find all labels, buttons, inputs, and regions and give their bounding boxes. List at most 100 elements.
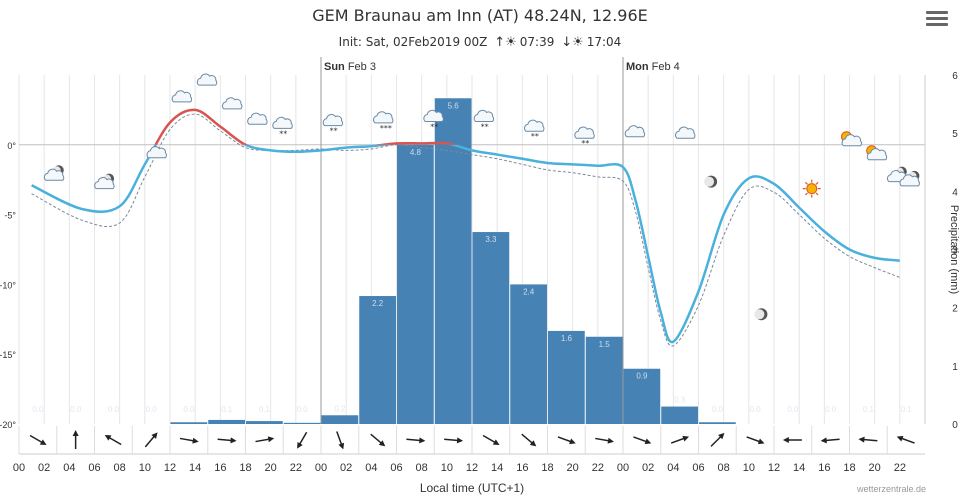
precip-label: 0.1 <box>221 405 233 414</box>
arrow-head <box>782 437 789 443</box>
sun-cloud-icon <box>866 145 888 161</box>
temp-tick-label: 0° <box>7 141 16 151</box>
wind-arrow-icon <box>297 431 308 449</box>
credit-link[interactable]: wetterzentrale.de <box>856 484 926 494</box>
precip-label: 0.0 <box>183 405 195 414</box>
x-tick-label: 10 <box>743 462 755 474</box>
precip-label: 0.0 <box>712 405 724 414</box>
wind-arrow-icon <box>444 437 464 444</box>
precip-tick-label: 4 <box>952 187 958 198</box>
cloud-icon <box>146 146 167 159</box>
cloud-shape <box>222 97 243 110</box>
x-tick-label: 18 <box>239 462 251 474</box>
chart-title: GEM Braunau am Inn (AT) 48.24N, 12.96E <box>312 6 648 25</box>
precip-bar <box>170 422 208 424</box>
snowflake: * <box>334 127 338 136</box>
snowflake: * <box>581 139 585 148</box>
wind-arrow-icon <box>179 437 199 444</box>
precip-label: 0.3 <box>674 396 686 405</box>
precip-tick-label: 1 <box>952 362 958 373</box>
x-tick-label: 00 <box>13 462 25 474</box>
x-tick-label: 02 <box>38 462 50 474</box>
arrow-head <box>682 435 690 442</box>
x-tick-label: 16 <box>818 462 830 474</box>
snowflake: * <box>434 122 438 131</box>
dewpoint-line <box>31 113 901 347</box>
sun-ray <box>815 192 819 196</box>
temperature-line-below-zero <box>31 144 900 344</box>
arrow-head <box>104 435 112 441</box>
precip-tick-label: 0 <box>952 420 958 431</box>
wind-arrow-icon <box>710 432 725 447</box>
moon-icon <box>704 175 718 188</box>
x-tick-label: 14 <box>189 462 201 474</box>
x-tick-label: 18 <box>541 462 553 474</box>
precip-bar <box>434 98 472 425</box>
cloud-shape <box>423 109 444 122</box>
precip-bar <box>472 232 510 424</box>
cloud-icon <box>171 90 193 103</box>
precip-label: 2.4 <box>523 287 535 296</box>
precip-label: 0.0 <box>787 405 799 414</box>
arrow-head <box>192 437 199 444</box>
precip-label: 0.0 <box>825 405 837 414</box>
x-tick-label: 08 <box>114 462 126 474</box>
moon-icon <box>754 308 768 321</box>
weather-icons: * * * * * * * * * * ** ** * <box>43 73 920 321</box>
precip-bar <box>623 368 661 424</box>
precip-bar <box>548 330 585 424</box>
precip-label: 2.2 <box>372 299 384 308</box>
arrow-head <box>757 438 765 445</box>
sun-ray <box>804 192 808 196</box>
arrow-head <box>267 436 275 443</box>
cloud-shape <box>675 126 696 139</box>
snowflake: * <box>330 127 334 136</box>
wind-arrow-icon <box>255 436 275 443</box>
arrow-head <box>39 439 47 445</box>
sunset-icon: ↓☀ <box>561 35 584 50</box>
x-tick-label: 16 <box>214 462 226 474</box>
snow-cloud-icon: * * <box>272 116 293 138</box>
snowflake: * <box>380 124 384 133</box>
cloud-shape <box>247 112 268 125</box>
wind-arrow-icon <box>820 437 840 444</box>
snowflake: * <box>481 122 485 131</box>
sunset-time: 17:04 <box>586 35 622 49</box>
day-label: Mon Feb 4 <box>626 61 680 73</box>
snow-heavy-icon: * * * <box>373 111 394 133</box>
precip-bar <box>208 419 245 424</box>
cloud-shape <box>473 109 495 122</box>
precip-label: 0.2 <box>334 404 346 413</box>
wind-arrow-icon <box>670 435 690 444</box>
wind-arrow-icon <box>370 433 386 447</box>
cloud-shape <box>574 126 595 139</box>
cloud-shape <box>866 148 888 161</box>
x-tick-label: 14 <box>491 462 503 474</box>
sun-icon <box>802 179 821 198</box>
precip-label: 1.6 <box>561 334 573 343</box>
precip-label: 5.6 <box>448 101 460 110</box>
cloud-shape <box>524 119 545 132</box>
moon-light <box>754 309 765 320</box>
x-tick-label: 12 <box>466 462 478 474</box>
precip-tick-label: 2 <box>952 304 958 315</box>
arrow-head <box>569 438 576 445</box>
x-tick-label: 12 <box>768 462 780 474</box>
precip-label: 0.9 <box>636 372 648 381</box>
wind-arrow-icon <box>557 436 576 445</box>
precip-label: 0.0 <box>108 405 120 414</box>
precip-label: 0.0 <box>32 405 44 414</box>
precipitation-bars: 0.0 0.0 0.0 0.0 0.0 0.1 0.1 0.0 0.2 2.2 4.8 5.6 3.3 2… <box>32 98 912 425</box>
precip-tick-label: 3 <box>952 246 958 257</box>
arrow-head <box>151 432 158 439</box>
night-partly-cloudy-icon <box>94 173 115 190</box>
temp-tick-label: -15° <box>0 350 16 360</box>
cloud-shape <box>841 134 863 147</box>
hamburger-menu-icon[interactable] <box>926 8 948 28</box>
x-tick-label: 00 <box>315 462 327 474</box>
sunrise-time: 07:39 <box>519 35 555 49</box>
precip-label: 4.8 <box>410 148 422 157</box>
precip-label: 0.1 <box>259 405 271 414</box>
precip-bar <box>359 296 396 424</box>
